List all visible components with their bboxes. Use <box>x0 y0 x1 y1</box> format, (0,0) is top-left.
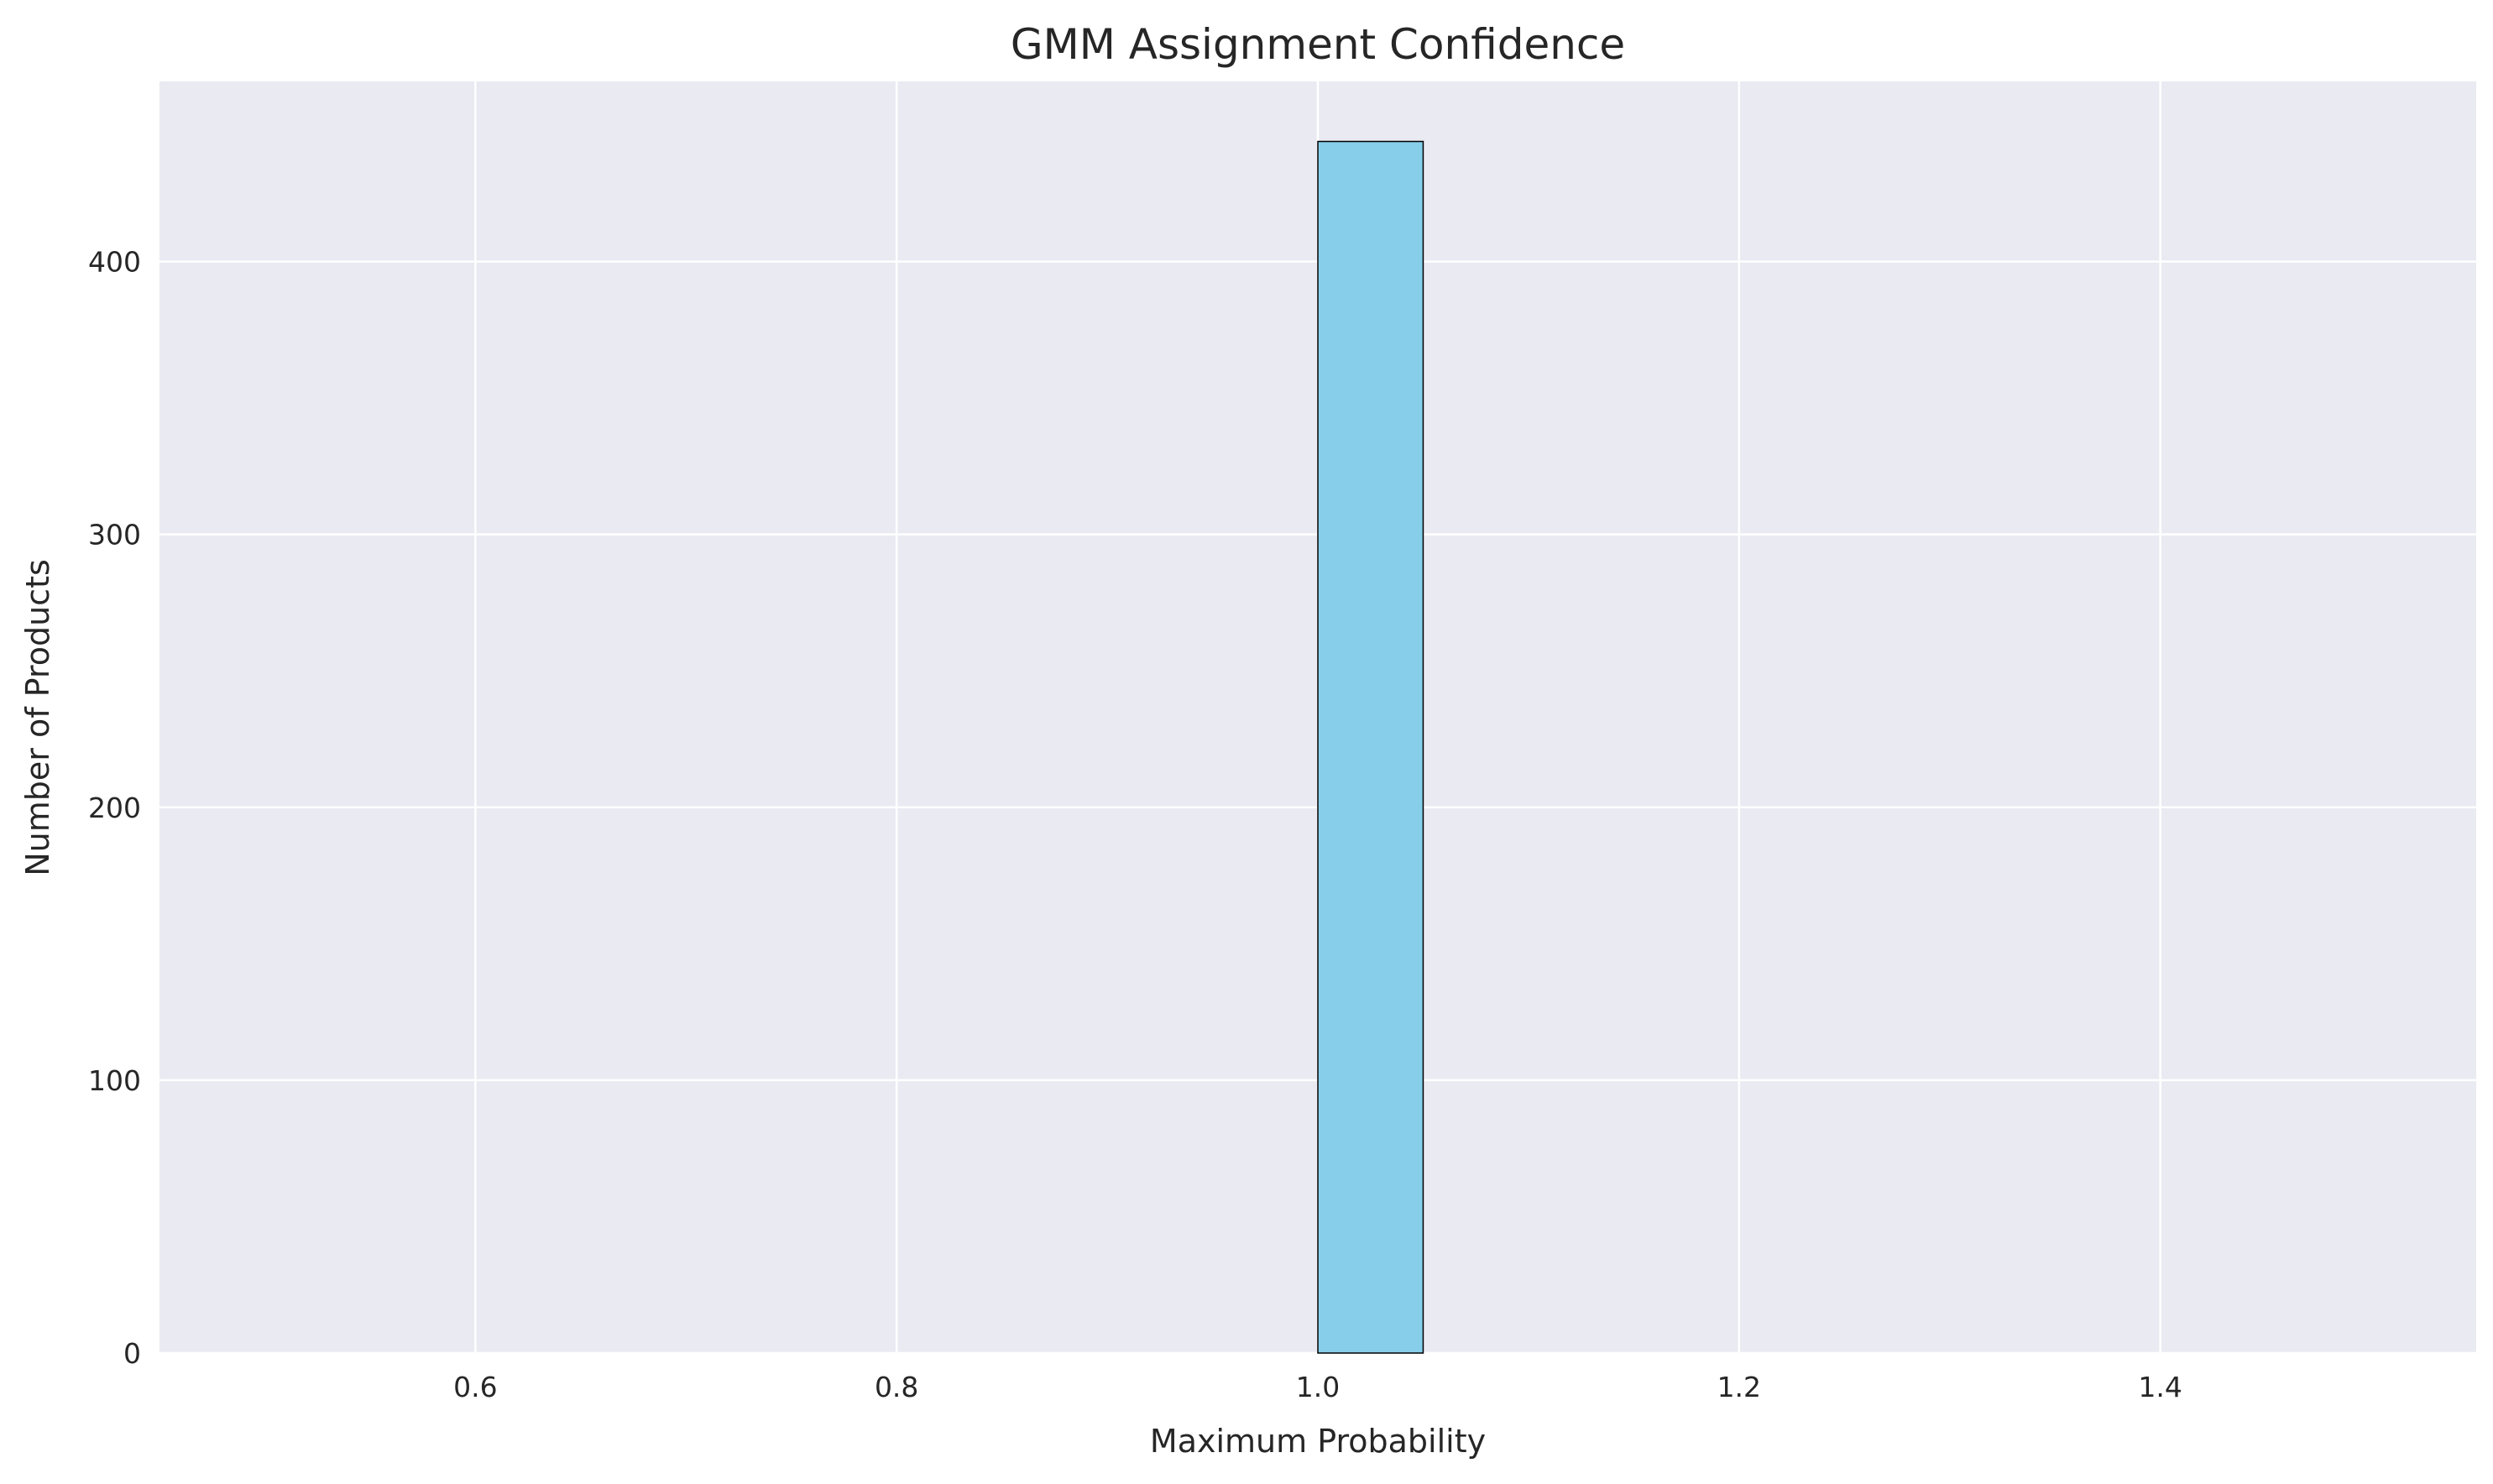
y-tick-label: 0 <box>123 1337 141 1370</box>
x-tick-label: 0.6 <box>453 1371 497 1403</box>
histogram-bar <box>1317 140 1424 1354</box>
x-tick-labels: 0.6 0.8 1.0 1.2 1.4 <box>453 1371 2182 1403</box>
y-tick-label: 300 <box>88 519 141 551</box>
y-tick-labels: 0 100 200 300 400 <box>88 246 141 1370</box>
y-tick-label: 100 <box>88 1064 141 1097</box>
y-axis-title: Number of Products <box>19 559 56 876</box>
y-tick-label: 200 <box>88 792 141 824</box>
x-tick-label: 1.4 <box>2138 1371 2182 1403</box>
chart-title: GMM Assignment Confidence <box>1011 20 1625 69</box>
histogram-bars <box>1317 140 1424 1354</box>
x-axis-title: Maximum Probability <box>1150 1423 1486 1460</box>
y-tick-label: 400 <box>88 246 141 279</box>
x-tick-label: 1.0 <box>1296 1371 1340 1403</box>
x-tick-label: 1.2 <box>1717 1371 1761 1403</box>
x-tick-label: 0.8 <box>875 1371 918 1403</box>
